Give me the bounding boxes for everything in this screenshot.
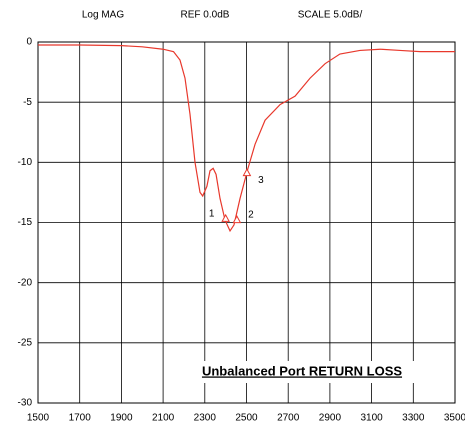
marker (242, 168, 252, 177)
y-tick-label: -30 (18, 398, 33, 409)
marker (232, 215, 242, 224)
x-tick-label: 3300 (402, 413, 425, 424)
marker-label: 1 (209, 209, 215, 220)
x-tick-label: 2100 (152, 413, 175, 424)
x-tick-label: 3100 (360, 413, 383, 424)
marker (221, 213, 230, 222)
x-tick-label: 3500 (444, 413, 465, 424)
x-tick-label: 1700 (69, 413, 92, 424)
y-tick-label: -5 (23, 97, 32, 108)
marker-label: 2 (248, 210, 254, 221)
trace (38, 44, 455, 233)
x-tick-label: 1500 (27, 413, 50, 424)
marker-label: 3 (258, 175, 264, 186)
x-tick-label: 2700 (277, 413, 300, 424)
x-tick-label: 2900 (319, 413, 342, 424)
annotation: Log MAG (82, 10, 124, 21)
x-tick-label: 2300 (194, 413, 217, 424)
title-box (177, 361, 428, 383)
y-tick-label: -20 (18, 277, 33, 288)
annotation: REF 0.0dB (181, 10, 230, 21)
y-tick-label: -25 (18, 337, 33, 348)
y-tick-label: -10 (18, 157, 33, 168)
annotation: SCALE 5.0dB/ (298, 10, 363, 21)
y-tick-label: 0 (26, 37, 32, 48)
x-tick-label: 1900 (110, 413, 133, 424)
chart-title: Unbalanced Port RETURN LOSS (202, 363, 402, 378)
y-tick-label: -15 (18, 217, 33, 228)
x-tick-label: 2500 (235, 413, 258, 424)
